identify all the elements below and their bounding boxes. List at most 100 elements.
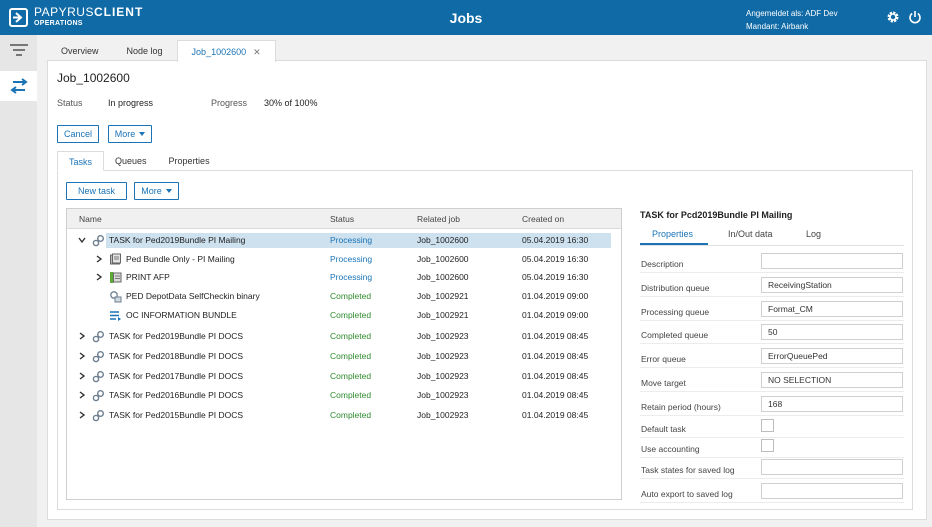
property-row-default-task: Default task [640,418,904,438]
cancel-button[interactable]: Cancel [57,125,99,143]
button-label: Cancel [63,129,92,139]
table-row[interactable]: TASK for Ped2016Bundle PI DOCS Completed J… [67,387,621,406]
column-header-name[interactable]: Name [79,214,102,224]
new-task-button[interactable]: New task [66,182,127,200]
tab-node-log[interactable]: Node log [113,40,177,61]
task-status: Completed [330,331,372,341]
tab-overview[interactable]: Overview [47,40,113,61]
default-task-checkbox[interactable] [761,419,774,432]
task-name: TASK for Ped2015Bundle PI DOCS [109,410,244,420]
created-on: 05.04.2019 16:30 [522,254,589,264]
property-row-use-accounting: Use accounting [640,438,904,458]
task-status: Processing [330,254,373,264]
task-name: TASK for Ped2016Bundle PI DOCS [109,390,244,400]
retain-period-hours-field[interactable]: 168 [761,396,903,412]
chevron-right-icon[interactable] [95,273,103,281]
task-states-for-saved-log-field[interactable] [761,459,903,475]
task-icon [92,389,105,402]
property-label: Retain period (hours) [641,402,721,412]
logged-in-user: Angemeldet als: ADF Dev [746,9,838,18]
table-row[interactable]: TASK for Ped2019Bundle PI Mailing Process… [67,232,621,251]
tab-properties-detail[interactable]: Properties [652,229,694,239]
close-icon[interactable]: ✕ [253,47,261,57]
tasks-more-button[interactable]: More [134,182,179,200]
column-header-created-on[interactable]: Created on [522,214,565,224]
tab-log[interactable]: Log [806,229,822,239]
caret-down-icon [139,132,146,136]
task-name: TASK for Ped2018Bundle PI DOCS [109,351,244,361]
chevron-right-icon[interactable] [78,332,86,340]
created-on: 01.04.2019 08:45 [522,331,589,341]
tab-tasks[interactable]: Tasks [57,151,105,171]
sub-tabs: Tasks Queues Properties [57,151,221,171]
table-row[interactable]: TASK for Ped2018Bundle PI DOCS Completed J… [67,348,621,367]
jobs-icon [9,78,28,94]
properties-tabs: Properties In/Out data Log [640,226,904,246]
tab-queues[interactable]: Queues [104,151,158,171]
task-icon [92,350,105,363]
related-job: Job_1002600 [417,254,469,264]
related-job: Job_1002923 [417,410,469,420]
app-header: PAPYRUSCLIENT OPERATIONS Jobs Angemeldet… [0,0,932,35]
related-job: Job_1002923 [417,390,469,400]
task-name: TASK for Ped2017Bundle PI DOCS [109,371,244,381]
task-name: TASK for Ped2019Bundle PI DOCS [109,331,244,341]
description-field[interactable] [761,253,903,269]
tab-label: Properties [168,156,210,166]
task-name: OC INFORMATION BUNDLE [126,310,237,320]
related-job: Job_1002923 [417,351,469,361]
auto-export-to-saved-log-field[interactable] [761,483,903,499]
table-row[interactable]: PRINT AFP Processing Job_1002600 05.04.2019… [67,269,621,288]
distribution-queue-field[interactable]: ReceivingStation [761,277,903,293]
caret-down-icon [165,189,172,193]
progress-value: 30% of 100% [264,98,318,108]
created-on: 01.04.2019 08:45 [522,410,589,420]
table-row[interactable]: Ped Bundle Only - PI Mailing Processing Jo… [67,251,621,270]
task-status: Completed [330,351,372,361]
brand-name: PAPYRUSCLIENT [34,5,144,19]
gear-icon[interactable] [886,10,900,24]
rail-jobs[interactable] [0,71,37,101]
property-row-description: Description [640,253,904,273]
power-icon[interactable] [908,10,922,24]
property-row-move-target: Move target NO SELECTION [640,372,904,392]
more-button[interactable]: More [108,125,152,143]
bundle-icon [109,253,122,266]
chevron-right-icon[interactable] [78,372,86,380]
rail-filter[interactable] [0,35,37,65]
created-on: 01.04.2019 08:45 [522,371,589,381]
task-status: Completed [330,410,372,420]
property-label: Task states for saved log [641,465,735,475]
property-row-completed-queue: Completed queue 50 [640,324,904,344]
table-row[interactable]: OC INFORMATION BUNDLE Completed Job_100292… [67,307,621,326]
task-name: PED DepotData SelfCheckin binary [126,291,260,301]
column-header-related-job[interactable]: Related job [417,214,461,224]
mandant: Mandant: Airbank [746,22,809,31]
table-row[interactable]: TASK for Ped2015Bundle PI DOCS Completed J… [67,407,621,426]
property-label: Completed queue [641,330,709,340]
tab-in-out-data[interactable]: In/Out data [728,229,773,239]
chevron-right-icon[interactable] [95,255,103,263]
property-label: Use accounting [641,444,700,454]
chevron-down-icon[interactable] [78,236,86,244]
chevron-right-icon[interactable] [78,411,86,419]
table-row[interactable]: TASK for Ped2017Bundle PI DOCS Completed J… [67,368,621,387]
status-value: In progress [108,98,154,108]
related-job: Job_1002600 [417,235,469,245]
table-row[interactable]: PED DepotData SelfCheckin binary Complete… [67,288,621,307]
completed-queue-field[interactable]: 50 [761,324,903,340]
move-target-field[interactable]: NO SELECTION [761,372,903,388]
chevron-right-icon[interactable] [78,352,86,360]
table-row[interactable]: TASK for Ped2019Bundle PI DOCS Completed J… [67,328,621,347]
tab-job[interactable]: Job_1002600 ✕ [176,40,276,62]
use-accounting-checkbox[interactable] [761,439,774,452]
error-queue-field[interactable]: ErrorQueuePed [761,348,903,364]
status-label: Status [57,98,83,108]
chevron-right-icon[interactable] [78,391,86,399]
list-icon [109,309,122,322]
brand-subtitle: OPERATIONS [34,20,83,27]
task-name: TASK for Ped2019Bundle PI Mailing [109,235,246,245]
column-header-status[interactable]: Status [330,214,355,224]
tab-properties[interactable]: Properties [158,151,221,171]
processing-queue-field[interactable]: Format_CM [761,301,903,317]
